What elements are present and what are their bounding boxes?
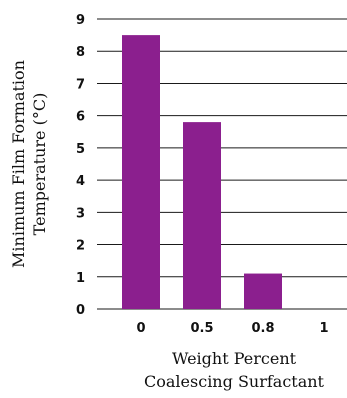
x-tick-label: 0.5 (190, 321, 213, 336)
y-axis-label-line-1: Minimum Film Formation (9, 60, 28, 268)
x-axis-label-line-1: Weight Percent (172, 349, 297, 368)
y-axis-label-line-2: Temperature (°C) (30, 93, 49, 236)
y-tick-label: 7 (76, 77, 85, 92)
x-tick-labels: 0 0.5 0.8 1 (136, 321, 328, 336)
y-tick-label: 2 (76, 239, 85, 254)
y-tick-label: 3 (76, 206, 85, 221)
x-axis-label-line-2: Coalescing Surfactant (144, 372, 325, 391)
y-tick-label: 5 (76, 142, 85, 157)
y-tick-label: 4 (76, 174, 85, 189)
y-tick-label: 9 (76, 13, 85, 28)
y-tick-label: 0 (76, 303, 85, 318)
y-tick-labels: 0 1 2 3 4 5 6 7 8 9 (76, 13, 85, 318)
x-tick-label: 0.8 (251, 321, 274, 336)
y-tick-label: 8 (76, 45, 85, 60)
y-tick-label: 6 (76, 110, 85, 125)
y-tick-label: 1 (76, 271, 85, 286)
bar-0 (122, 35, 160, 309)
x-tick-label: 0 (136, 321, 145, 336)
bar-0.5 (183, 122, 221, 309)
bars (122, 35, 282, 309)
bar-0.8 (244, 273, 282, 309)
x-tick-label: 1 (319, 321, 328, 336)
